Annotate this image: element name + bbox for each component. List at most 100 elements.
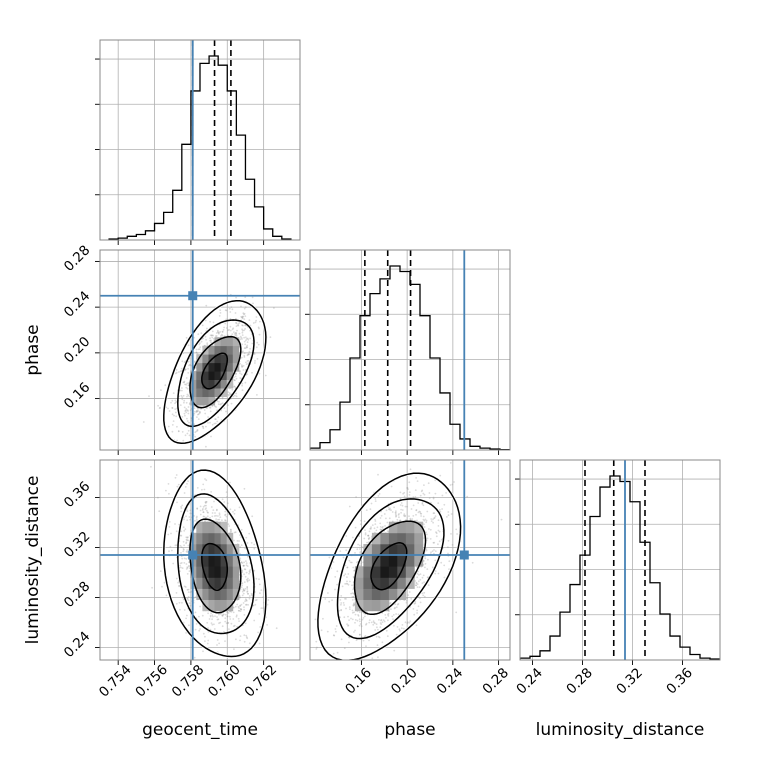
sample-point [340,609,342,612]
sample-point [214,405,216,408]
sample-point [353,611,355,614]
sample-point [258,642,261,645]
sample-point [185,377,188,379]
sample-point [193,423,196,426]
sample-point [211,618,214,621]
sample-point [379,517,382,519]
sample-point [199,411,202,414]
sample-point [167,425,170,428]
sample-point [224,613,227,616]
sample-point [202,483,205,486]
sample-point [187,596,190,598]
sample-point [325,666,327,668]
sample-point [186,482,188,485]
sample-point [246,579,249,582]
sample-point [235,638,237,641]
sample-point [244,600,247,603]
sample-point [409,620,412,622]
sample-point [422,560,425,562]
sample-point [441,508,443,510]
sample-point [239,546,242,549]
sample-point [242,312,245,315]
sample-point [195,409,198,412]
density-cell [220,566,228,578]
sample-point [409,518,412,521]
sample-point [197,410,200,412]
sample-point [235,395,238,398]
sample-point [410,597,413,600]
y-tick-label: 0.24 [61,628,94,661]
sample-point [400,502,403,504]
sample-point [367,541,370,544]
sample-point [234,332,237,334]
sample-point [254,360,256,362]
density-cell [208,544,215,556]
sample-point [239,639,241,642]
sample-point [167,483,170,485]
sample-point [188,421,190,424]
x-axis-label-phase: phase [384,720,435,740]
density-cell [232,337,240,347]
sample-point [237,324,240,327]
sample-point [227,612,230,614]
y-axis-label-luminosity_distance: luminosity_distance [23,476,43,645]
sample-point [231,328,234,331]
sample-point [180,546,183,548]
sample-point [183,529,186,532]
sample-point [429,528,432,531]
sample-point [246,580,249,583]
sample-point [395,633,398,636]
sample-point [239,608,242,610]
sample-point [352,566,355,569]
sample-point [196,507,199,510]
density-cell [196,388,203,397]
sample-point [334,628,337,630]
density-cell [371,588,381,600]
sample-point [197,413,200,415]
sample-point [401,624,404,626]
sample-point [244,315,247,317]
sample-point [195,516,198,519]
sample-point [243,340,246,343]
sample-point [188,434,191,437]
sample-point [209,337,212,340]
sample-point [253,353,256,355]
sample-point [241,571,244,574]
panel-frame [309,459,511,661]
sample-point [364,532,367,534]
sample-point [351,584,353,587]
sample-point [428,497,431,499]
sample-point [406,597,408,599]
sample-point [239,605,242,607]
sample-point [320,629,323,632]
sample-point [380,619,383,621]
x-tick-label: 0.16 [342,665,375,698]
sample-point [208,618,211,620]
sample-point [199,628,202,630]
sample-point [198,615,200,618]
density-cell [414,521,424,534]
sample-point [408,621,411,624]
sample-point [245,634,248,637]
sample-point [240,356,243,359]
y-tick-label: 0.36 [61,478,94,511]
sample-point [418,574,420,576]
sample-point [243,352,246,354]
sample-point [186,432,189,435]
sample-point [243,589,246,592]
sample-point [205,304,208,307]
sample-point [425,548,428,550]
sample-point [346,566,349,569]
sample-point [248,572,251,575]
sample-point [230,622,233,625]
density-cell [397,577,407,589]
sample-point [336,583,338,586]
sample-point [187,410,189,412]
sample-point [189,409,192,412]
sample-point [243,313,245,316]
sample-point [224,514,227,517]
sample-point [157,496,159,499]
sample-point [207,631,210,633]
sample-point [243,347,246,349]
sample-point [221,397,224,400]
